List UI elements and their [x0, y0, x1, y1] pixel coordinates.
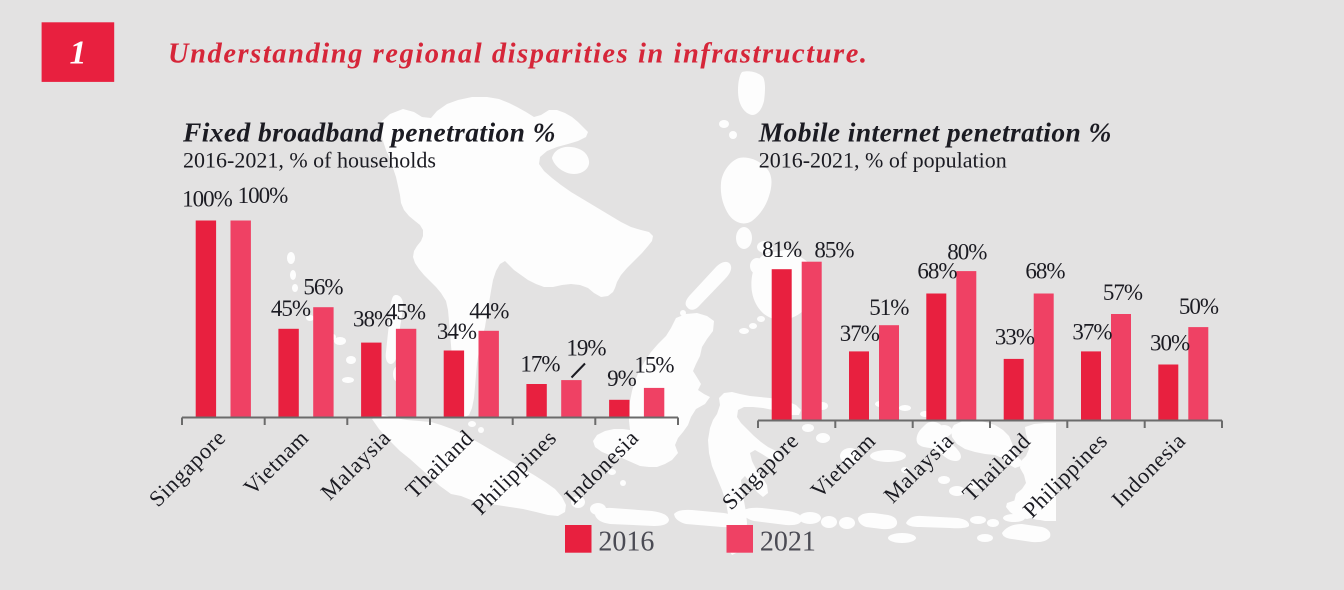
- svg-text:33%: 33%: [995, 325, 1035, 350]
- svg-text:2016: 2016: [598, 526, 654, 557]
- svg-text:100%: 100%: [238, 183, 289, 208]
- svg-text:45%: 45%: [271, 296, 311, 321]
- svg-text:81%: 81%: [762, 237, 802, 262]
- svg-text:45%: 45%: [386, 300, 426, 325]
- svg-text:2016-2021, % of households: 2016-2021, % of households: [183, 148, 436, 173]
- svg-text:Singapore: Singapore: [144, 425, 231, 512]
- svg-text:37%: 37%: [840, 321, 880, 346]
- svg-text:34%: 34%: [437, 319, 477, 344]
- svg-text:51%: 51%: [869, 295, 909, 320]
- svg-text:80%: 80%: [947, 239, 987, 264]
- svg-text:68%: 68%: [917, 258, 957, 283]
- svg-text:68%: 68%: [1025, 258, 1065, 283]
- svg-text:19%: 19%: [566, 335, 606, 360]
- svg-text:Fixed broadband penetration %: Fixed broadband penetration %: [182, 116, 556, 147]
- svg-text:2021: 2021: [760, 526, 816, 557]
- svg-text:Malaysia: Malaysia: [316, 425, 396, 505]
- svg-text:15%: 15%: [634, 352, 674, 377]
- svg-text:Understanding regional dispari: Understanding regional disparities in in…: [168, 39, 869, 70]
- svg-text:Vietnam: Vietnam: [239, 425, 314, 500]
- svg-text:44%: 44%: [469, 299, 509, 324]
- svg-text:38%: 38%: [353, 306, 393, 331]
- svg-text:2016-2021, % of population: 2016-2021, % of population: [759, 148, 1007, 173]
- svg-text:57%: 57%: [1103, 280, 1143, 305]
- svg-text:56%: 56%: [303, 274, 343, 299]
- svg-text:17%: 17%: [520, 352, 560, 377]
- svg-text:85%: 85%: [814, 238, 854, 263]
- svg-text:37%: 37%: [1072, 320, 1112, 345]
- svg-text:Indonesia: Indonesia: [1107, 428, 1191, 512]
- svg-text:50%: 50%: [1179, 294, 1219, 319]
- svg-text:30%: 30%: [1150, 330, 1190, 355]
- svg-text:9%: 9%: [607, 366, 637, 391]
- svg-text:Mobile internet penetration %: Mobile internet penetration %: [758, 116, 1112, 147]
- svg-text:100%: 100%: [182, 187, 233, 212]
- svg-text:1: 1: [70, 35, 87, 72]
